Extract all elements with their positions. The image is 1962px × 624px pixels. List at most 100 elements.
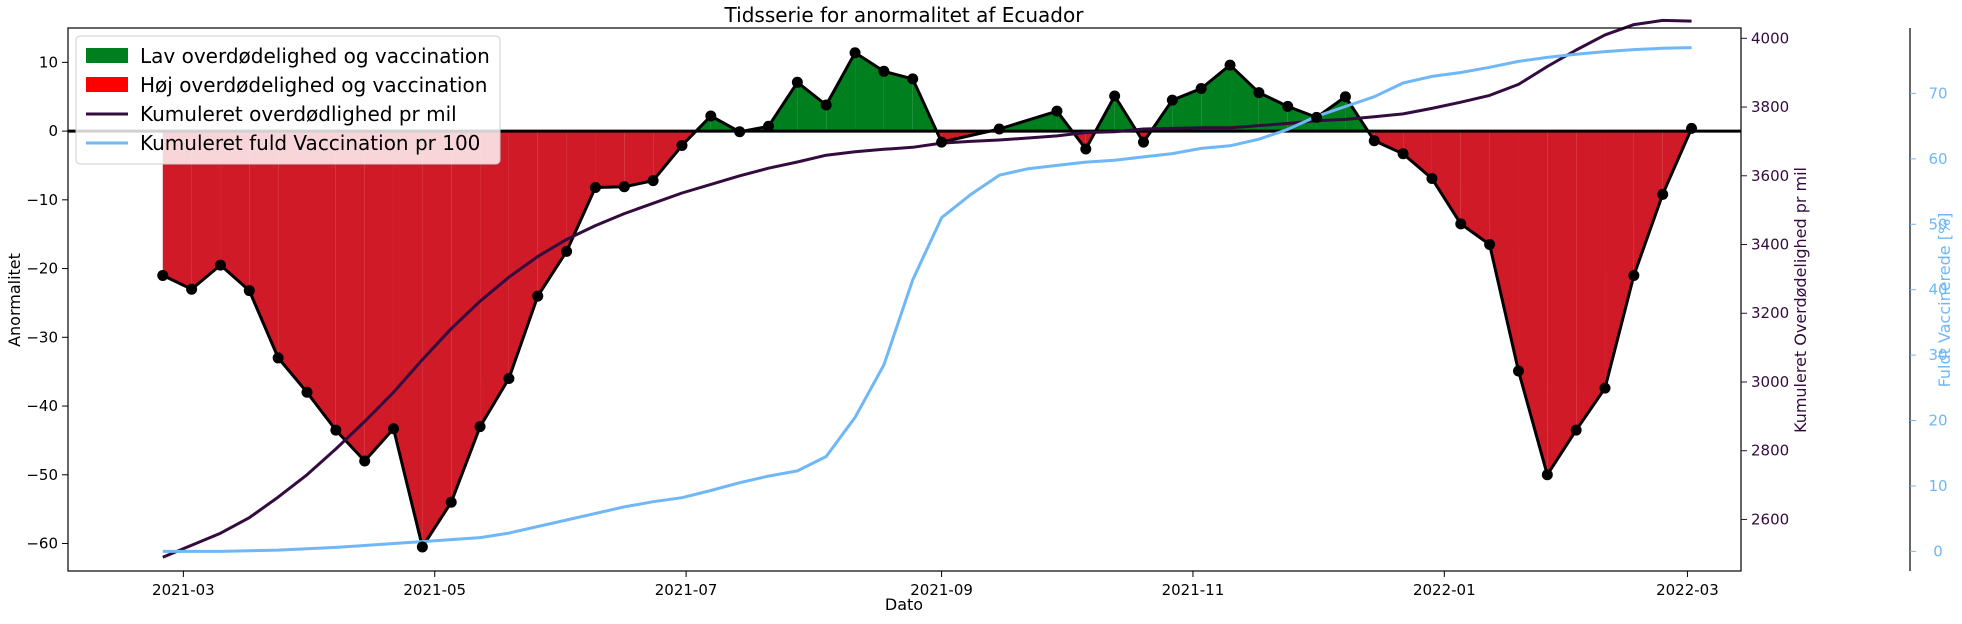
y-tick-label-left: −50 [26, 466, 58, 484]
y-tick-label-right2: 20 [1928, 412, 1947, 430]
negative-fill-segment [191, 131, 221, 290]
anomaly-point [1426, 173, 1438, 185]
negative-fill-segment [595, 131, 625, 188]
anomaly-point [849, 47, 861, 59]
positive-fill-segment [1172, 88, 1202, 132]
y-tick-label-left: 10 [39, 53, 58, 71]
anomaly-point [1599, 382, 1611, 394]
anomaly-point [214, 259, 226, 271]
x-tick-label: 2022-03 [1656, 581, 1719, 599]
y-tick-label-right2: 70 [1928, 84, 1947, 102]
negative-fill-segment [422, 131, 452, 547]
y-tick-label-right1: 4000 [1751, 29, 1789, 47]
anomaly-point [1311, 111, 1323, 123]
negative-fill-segment [1489, 131, 1519, 371]
negative-fill-segment [307, 131, 336, 431]
y-tick-label-right2: 60 [1928, 150, 1947, 168]
anomaly-point [561, 245, 573, 257]
y-axis-label-right1: Kumuleret Overdødelighed pr mil [1791, 167, 1810, 433]
x-tick-label: 2021-07 [655, 581, 718, 599]
anomaly-point [330, 424, 342, 436]
y-tick-label-right2: 0 [1933, 542, 1943, 560]
y-tick-label-right1: 3400 [1751, 236, 1789, 254]
negative-fill-segment [1576, 131, 1606, 431]
x-tick-label: 2022-01 [1413, 581, 1476, 599]
anomaly-point [416, 541, 428, 553]
x-tick-label: 2021-09 [910, 581, 973, 599]
positive-fill-segment [1201, 65, 1231, 132]
anomaly-point [936, 136, 948, 148]
positive-fill-segment [1316, 96, 1346, 132]
y-tick-label-left: −20 [26, 260, 58, 278]
negative-fill-segment [393, 131, 423, 547]
anomaly-point [301, 386, 313, 398]
positive-fill-segment [855, 52, 884, 132]
y-tick-label-left: −10 [26, 191, 58, 209]
negative-fill-segment [364, 131, 394, 462]
negative-fill-segment [537, 131, 567, 297]
plot-frame [67, 27, 1742, 572]
anomaly-markers [157, 47, 1698, 553]
axes: 2021-03 2021-05 2021-07 2021-09 2021-11 2022-… [26, 28, 1948, 599]
anomaly-point [589, 181, 601, 193]
negative-fill-segment [1633, 131, 1663, 276]
anomaly-point [1051, 105, 1063, 117]
anomaly-point [1253, 87, 1265, 99]
anomaly-point [1512, 365, 1524, 377]
anomaly-point [907, 73, 919, 85]
positive-fill-segment [883, 71, 913, 132]
legend-box [75, 35, 501, 165]
negative-fill-segment [1403, 131, 1432, 179]
x-axis-label: Dato [885, 595, 923, 614]
anomaly-point [503, 373, 515, 385]
negative-fill-segment [1518, 131, 1548, 475]
anomaly-point [243, 285, 255, 297]
negative-fill-segment [653, 131, 682, 181]
y-tick-label-right1: 3000 [1751, 373, 1789, 391]
legend-label: Kumuleret overdødlighed pr mil [140, 102, 457, 126]
y-axis-label-right2: Fuldt Vaccinerede [%] [1935, 213, 1954, 388]
legend: Lav overdødelighed og vaccination Høj ove… [75, 35, 501, 165]
negative-fill-segment [1547, 131, 1577, 475]
y-tick-label-left: −40 [26, 397, 58, 415]
anomaly-point [388, 423, 400, 435]
y-tick-label-right2: 50 [1928, 215, 1947, 233]
y-tick-label-right1: 2600 [1751, 510, 1789, 528]
negative-fill-segment [1431, 131, 1461, 224]
y-tick-label-left: −60 [26, 535, 58, 553]
anomaly-point [1109, 90, 1121, 102]
negative-fill-segment [278, 131, 307, 393]
negative-fill-segment [1374, 131, 1404, 154]
legend-label: Høj overdødelighed og vaccination [140, 73, 487, 97]
negative-fill-segment [220, 131, 250, 291]
anomaly-point [676, 140, 688, 152]
positive-fill-segment [1230, 65, 1259, 132]
negative-fill-segment [566, 131, 596, 252]
y-tick-label-right2: 10 [1928, 477, 1947, 495]
positive-fill-segment [1258, 92, 1288, 132]
y-axis-label-left: Anormalitet [5, 253, 24, 347]
anomaly-point [1224, 59, 1236, 71]
negative-fill-segment [508, 131, 538, 379]
anomaly-point [186, 283, 198, 295]
anomaly-point [359, 455, 371, 467]
anomaly-point [1368, 135, 1380, 147]
chart-title: Tidsserie for anormalitet af Ecuador [724, 3, 1085, 27]
anomaly-point [993, 123, 1005, 135]
negative-fill-segment [249, 131, 279, 358]
anomaly-point [1397, 148, 1409, 160]
legend-label: Lav overdødelighed og vaccination [140, 44, 490, 68]
legend-label: Kumuleret fuld Vaccination pr 100 [140, 131, 480, 155]
y-tick-label-left: 0 [48, 122, 58, 140]
y-tick-label-left: −30 [26, 328, 58, 346]
anomaly-point [1339, 91, 1351, 103]
x-tick-label: 2021-05 [403, 581, 466, 599]
anomaly-point [820, 99, 832, 111]
positive-fill-segment [826, 52, 856, 132]
legend-swatch [86, 48, 128, 63]
anomaly-point [445, 496, 457, 508]
x-tick-label: 2021-03 [152, 581, 215, 599]
y-tick-label-right1: 3600 [1751, 167, 1789, 185]
